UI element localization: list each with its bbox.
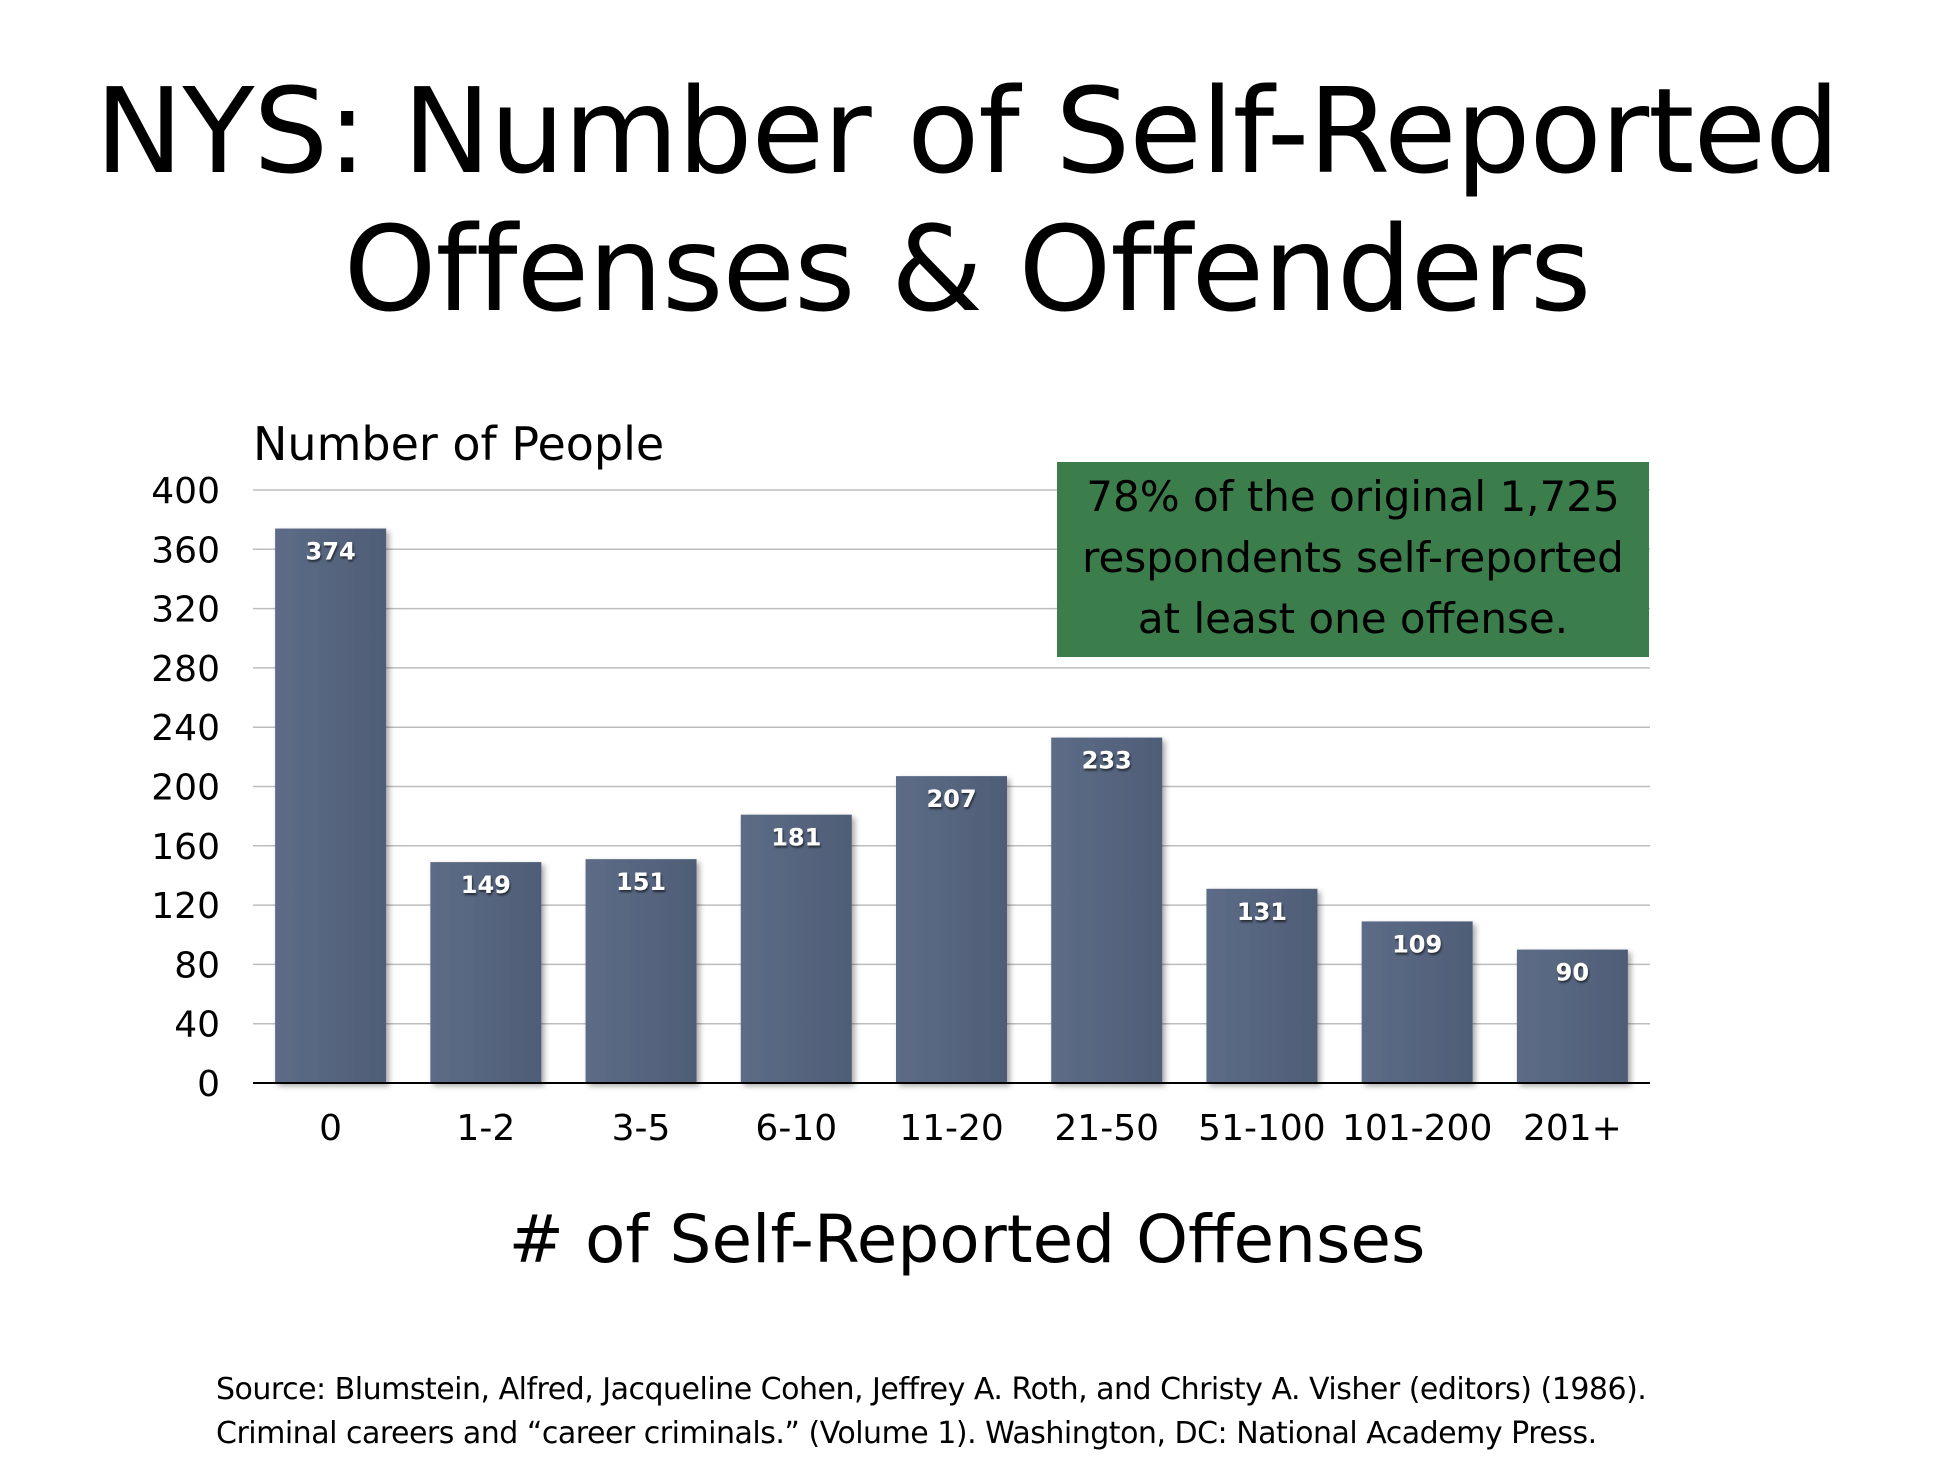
y-tick-label: 280	[151, 649, 220, 690]
x-tick-label: 101-200	[1342, 1108, 1492, 1149]
bar-value-label: 109	[1392, 930, 1442, 958]
y-tick-label: 120	[151, 886, 220, 927]
x-tick-label: 0	[319, 1108, 342, 1149]
bar	[1516, 949, 1628, 1083]
x-tick-label: 11-20	[899, 1108, 1004, 1149]
y-axis-ticks: 0 40 80 120 160 200 240 280 320 360 400	[151, 471, 220, 1105]
source-line-1: Source: Blumstein, Alfred, Jacqueline Co…	[216, 1372, 1647, 1407]
bar-value-label: 374	[306, 538, 356, 566]
y-axis-label: Number of People	[253, 417, 664, 471]
bar-value-label: 131	[1237, 898, 1287, 926]
y-tick-label: 320	[151, 590, 220, 631]
title-line-1: NYS: Number of Self-Reported	[95, 62, 1840, 200]
callout-line-3: at least one offense.	[1137, 594, 1569, 643]
y-tick-label: 400	[151, 471, 220, 512]
bar	[275, 528, 387, 1083]
bar-value-label: 181	[771, 824, 821, 852]
x-axis-ticks: 0 1-2 3-5 6-10 11-20 21-50 51-100 101-200 201+	[319, 1108, 1622, 1149]
y-tick-label: 240	[151, 708, 220, 749]
x-tick-label: 51-100	[1198, 1108, 1326, 1149]
bar	[1051, 737, 1163, 1083]
bar-value-label: 151	[616, 868, 666, 896]
bar	[430, 862, 542, 1083]
x-tick-label: 201+	[1523, 1108, 1622, 1149]
y-tick-label: 360	[151, 530, 220, 571]
x-tick-label: 6-10	[755, 1108, 837, 1149]
bar-value-label: 207	[926, 785, 976, 813]
bar	[740, 814, 852, 1083]
bar-value-label: 149	[461, 871, 511, 899]
x-tick-label: 1-2	[456, 1108, 515, 1149]
y-tick-label: 80	[174, 945, 220, 986]
x-axis-label: # of Self-Reported Offenses	[509, 1201, 1426, 1278]
bar-value-labels: 374 149 151 181 207 233 131 109 90	[306, 538, 1590, 987]
callout-line-2: respondents self-reported	[1082, 533, 1624, 582]
bar	[1206, 888, 1318, 1083]
bar-value-label: 233	[1082, 747, 1132, 775]
bar-value-label: 90	[1556, 959, 1589, 987]
page-title: NYS: Number of Self-Reported Offenses & …	[0, 62, 1934, 338]
title-line-2: Offenses & Offenders	[343, 200, 1592, 338]
y-tick-label: 0	[197, 1064, 220, 1105]
y-tick-label: 160	[151, 827, 220, 868]
bar	[1361, 921, 1473, 1083]
source-line-2: Criminal careers and “career criminals.”…	[216, 1416, 1597, 1451]
source-citation: Source: Blumstein, Alfred, Jacqueline Co…	[216, 1368, 1647, 1456]
x-tick-label: 21-50	[1054, 1108, 1159, 1149]
bar	[585, 859, 697, 1083]
bar	[896, 776, 1007, 1083]
x-tick-label: 3-5	[612, 1108, 671, 1149]
y-tick-label: 200	[151, 768, 220, 809]
callout-line-1: 78% of the original 1,725	[1086, 472, 1620, 521]
callout-box: 78% of the original 1,725 respondents se…	[1057, 462, 1649, 657]
y-tick-label: 40	[174, 1005, 220, 1046]
bars	[275, 528, 1628, 1083]
